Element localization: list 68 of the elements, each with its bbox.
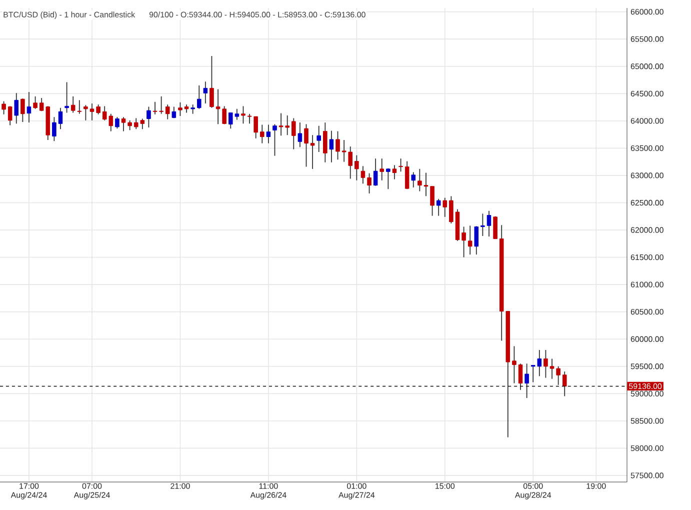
candlestick [449,196,454,224]
candlestick [272,124,277,156]
candlestick [418,168,422,192]
candlestick [77,100,82,114]
candlestick [524,363,529,398]
candlestick [436,198,441,216]
candlestick [165,104,170,120]
candlestick [298,122,302,148]
candlestick [404,160,410,190]
candlestick [336,130,340,160]
candlestick [468,225,472,255]
candlestick [203,81,208,104]
candlestick [462,226,466,258]
candlestick [90,103,94,121]
candlestick [556,366,560,386]
candlestick [8,106,12,126]
candlestick [323,122,328,163]
candlestick [121,116,126,132]
candlestick [544,350,548,378]
candlestick [493,216,498,240]
candlestick [373,158,378,186]
candlestick [442,197,448,218]
candlestick [241,106,246,124]
candlestick [260,124,264,144]
candlestick [430,186,434,216]
candlestick [2,100,6,115]
candlestick [178,102,182,116]
candlestick [115,116,120,129]
candlestick [20,98,25,122]
candlestick [380,158,384,181]
candlestick [518,363,523,390]
candlestick [360,166,366,184]
candlestick [266,124,271,144]
candlestick [146,106,151,128]
candlestick [190,104,195,114]
candlestick [159,96,164,114]
candlestick [70,96,76,114]
candlestick [222,106,226,125]
candlestick [562,371,567,397]
candlestick [354,154,359,181]
candlestick [367,172,372,194]
candlestick [329,130,334,163]
candlestick [474,226,479,255]
candlestick [152,101,158,115]
candlestick [316,125,321,152]
candlestick [292,118,296,150]
candlestick [398,158,403,172]
candlestick [392,164,397,180]
candlestick [128,120,132,131]
candlestick [26,92,32,123]
candlestick [58,107,63,130]
candlestick [64,82,69,114]
candlestick [196,85,202,110]
candlestick [96,104,100,115]
candlestick [550,358,554,380]
candlestick [304,124,308,168]
candlestick [310,134,315,170]
candlestick [486,210,492,237]
candlestick [52,116,56,142]
candlestick [411,172,416,188]
candlestick [33,96,38,110]
candlestick [512,346,516,384]
candlestick [424,172,428,197]
candlestick [480,213,485,236]
candlestick [210,56,214,108]
candlestick [14,92,19,124]
candlestick [386,168,390,190]
candlestick [84,104,88,121]
